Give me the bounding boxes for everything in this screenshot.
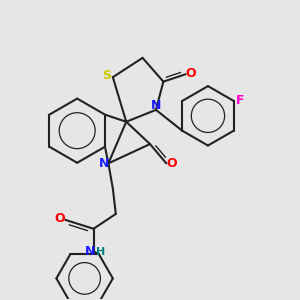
Text: O: O [55,212,65,225]
Text: O: O [167,157,177,170]
Text: F: F [236,94,244,107]
Text: H: H [96,247,106,257]
Text: N: N [99,157,109,170]
Text: N: N [85,245,96,258]
Text: N: N [151,99,161,112]
Text: O: O [185,67,196,80]
Text: S: S [102,70,111,83]
